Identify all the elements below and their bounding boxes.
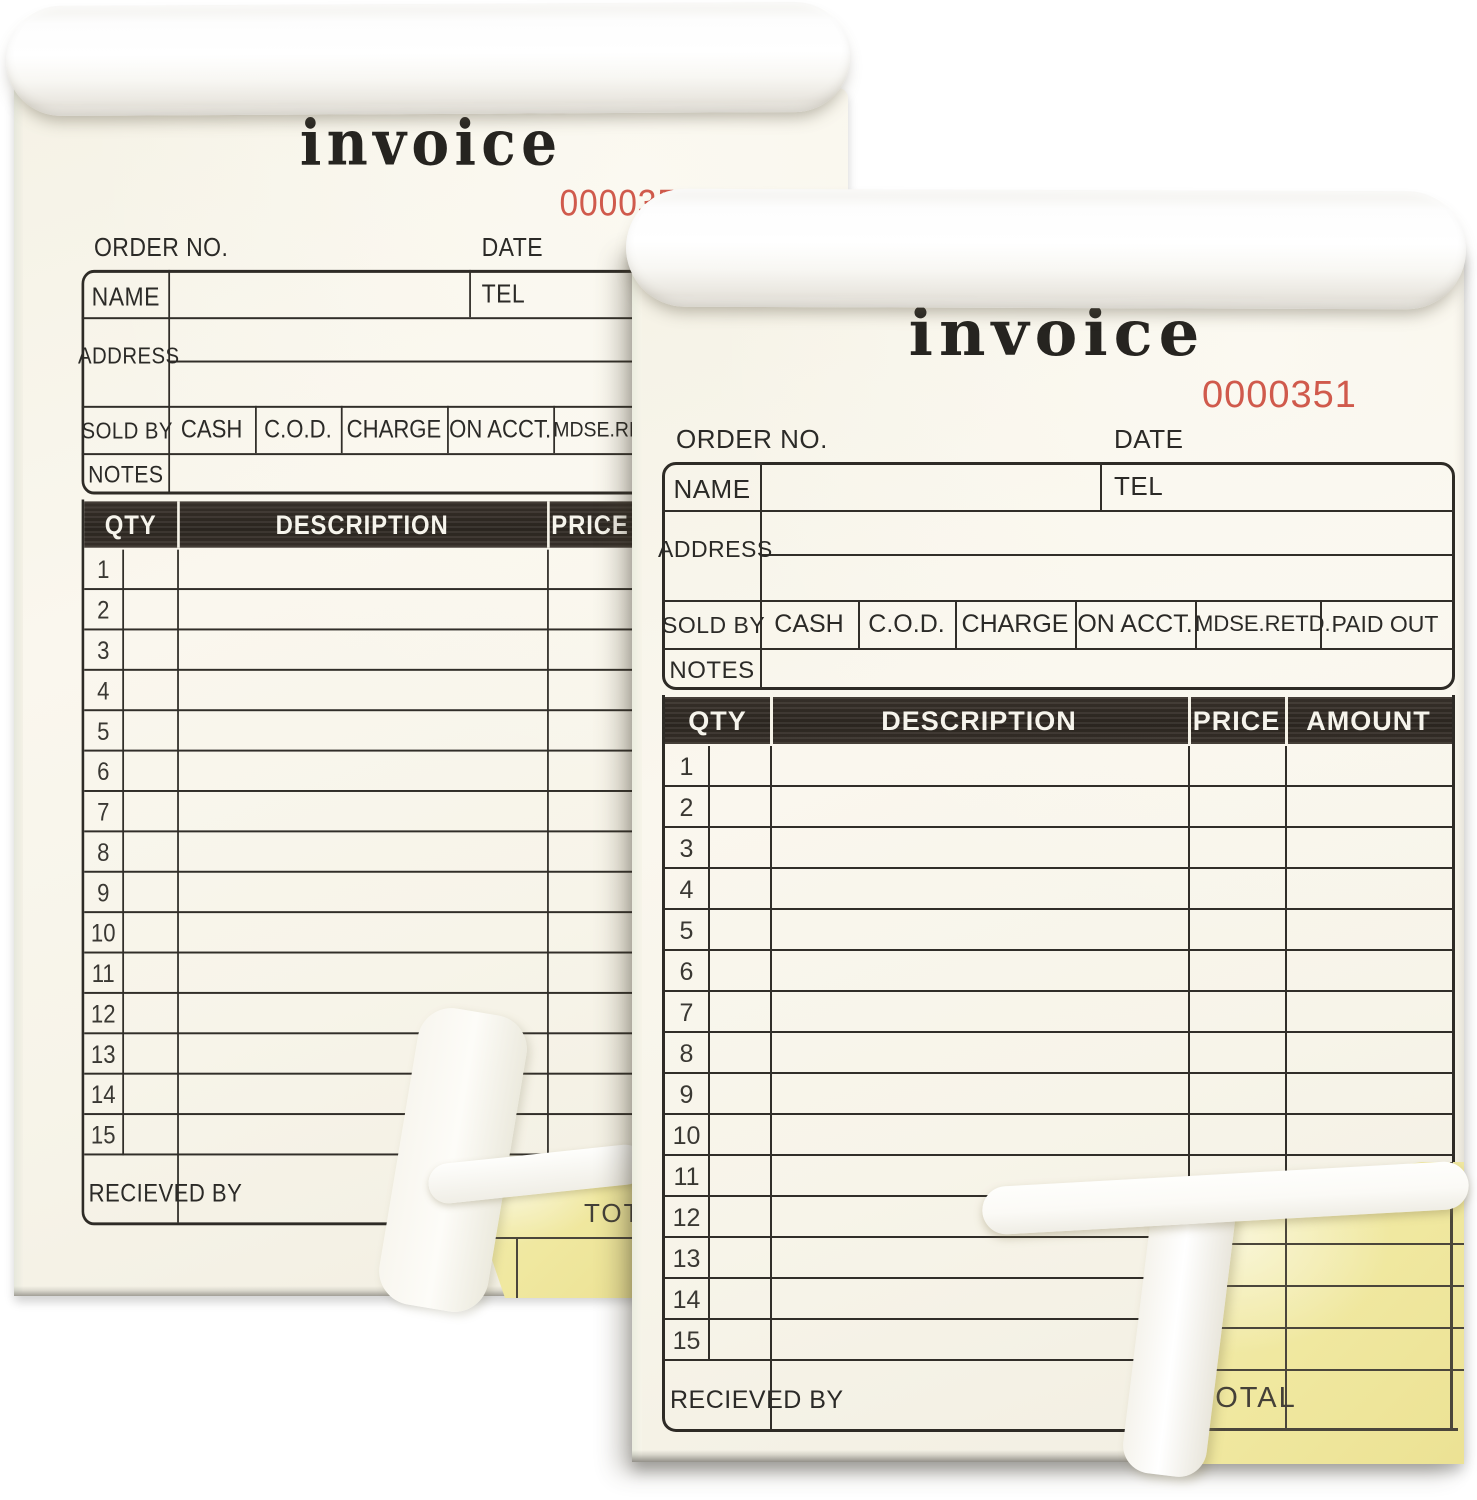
date-label: DATE xyxy=(481,232,544,263)
row-number: 9 xyxy=(97,879,110,908)
row-number: 6 xyxy=(679,958,694,986)
price-header: PRICE xyxy=(551,510,629,540)
order-no-label: ORDER NO. xyxy=(93,232,229,263)
row-number: 12 xyxy=(90,1000,116,1029)
table-row: 5 xyxy=(665,910,1452,951)
description-header: DESCRIPTION xyxy=(275,510,449,540)
payment-option-cod: C.O.D. xyxy=(264,415,332,444)
table-row: 8 xyxy=(665,1033,1452,1074)
payment-option-charge: CHARGE xyxy=(961,610,1069,638)
row-number: 11 xyxy=(673,1163,700,1191)
serial-number: 0000351 xyxy=(1202,374,1357,416)
row-number: 3 xyxy=(679,835,694,863)
row-number: 14 xyxy=(672,1286,701,1314)
line-items-table xyxy=(662,695,1455,1432)
table-row: 3 xyxy=(665,828,1452,869)
payment-option-cash: CASH xyxy=(180,415,243,444)
notes-label: NOTES xyxy=(88,461,164,489)
payment-option-cod: C.O.D. xyxy=(868,610,945,638)
table-row: 10 xyxy=(665,1115,1452,1156)
rolled-cover xyxy=(625,188,1467,310)
row-number: 2 xyxy=(97,596,110,625)
qty-header: QTY xyxy=(104,510,157,540)
invoice-pad-front: invoice 0000351 ORDER NO. DATE NAME TEL … xyxy=(625,188,1470,1481)
table-row: 2 xyxy=(665,787,1452,828)
row-number: 4 xyxy=(97,677,110,706)
row-number: 3 xyxy=(97,637,110,665)
tel-label: TEL xyxy=(481,278,526,309)
row-number: 4 xyxy=(679,876,694,904)
table-row: 6 xyxy=(665,951,1452,992)
table-row: 1 xyxy=(665,746,1452,787)
price-header: PRICE xyxy=(1192,706,1281,736)
table-row: 15 xyxy=(665,1320,1452,1361)
row-number: 6 xyxy=(97,758,110,787)
row-number: 14 xyxy=(90,1081,116,1110)
row-number: 2 xyxy=(679,794,694,822)
table-row: 9 xyxy=(84,873,781,914)
table-header-bar xyxy=(665,697,1452,744)
received-by-label: RECIEVED BY xyxy=(88,1180,243,1208)
payment-option-paid-out: PAID OUT xyxy=(1331,611,1439,637)
qty-header: QTY xyxy=(688,706,747,736)
table-row: 4 xyxy=(665,869,1452,910)
name-label: NAME xyxy=(91,281,160,312)
payment-option-charge: CHARGE xyxy=(346,415,442,444)
table-row: 13 xyxy=(665,1238,1452,1279)
payment-option-mdse-retd: MDSE.RETD. xyxy=(1195,611,1331,636)
customer-info-box xyxy=(662,462,1455,690)
row-number: 15 xyxy=(90,1121,116,1150)
table-row: 4 xyxy=(84,671,781,712)
table-row: 7 xyxy=(84,792,781,833)
table-row: 10 xyxy=(84,913,781,954)
row-number: 9 xyxy=(679,1081,694,1109)
amount-header: AMOUNT xyxy=(1306,706,1431,736)
table-row: 8 xyxy=(84,832,781,873)
table-row: 9 xyxy=(665,1074,1452,1115)
rolled-cover xyxy=(5,1,851,117)
tel-label: TEL xyxy=(1114,471,1164,501)
row-number: 15 xyxy=(672,1327,701,1355)
row-number: 13 xyxy=(672,1245,701,1273)
row-number: 13 xyxy=(90,1041,116,1069)
invoice-form: invoice 0000351 ORDER NO. DATE NAME TEL … xyxy=(632,190,1462,1450)
sold-by-label: SOLD BY xyxy=(81,417,173,444)
table-row: 2 xyxy=(84,590,781,631)
row-number: 11 xyxy=(91,960,115,988)
invoice-title: invoice xyxy=(299,106,563,181)
table-row: 5 xyxy=(84,711,781,752)
date-label: DATE xyxy=(1114,424,1184,454)
invoice-title: invoice xyxy=(908,296,1206,371)
row-number: 8 xyxy=(679,1040,694,1068)
notes-label: NOTES xyxy=(669,657,755,684)
table-row: 7 xyxy=(665,992,1452,1033)
table-row: 3 xyxy=(84,630,781,671)
payment-option-on-acct: ON ACCT. xyxy=(1077,610,1193,638)
table-row: 14 xyxy=(665,1279,1452,1320)
table-row: 12 xyxy=(665,1197,1452,1238)
row-number: 12 xyxy=(672,1204,701,1232)
row-number: 1 xyxy=(679,753,694,781)
table-row: 6 xyxy=(84,752,781,792)
received-by-label: RECIEVED BY xyxy=(670,1386,844,1414)
row-number: 8 xyxy=(97,839,110,867)
payment-option-cash: CASH xyxy=(774,610,844,638)
address-label: ADDRESS xyxy=(78,342,180,369)
row-number: 10 xyxy=(90,920,116,948)
row-number: 5 xyxy=(679,917,694,945)
row-number: 7 xyxy=(679,999,694,1027)
sold-by-label: SOLD BY xyxy=(662,612,766,638)
address-label: ADDRESS xyxy=(658,536,773,562)
table-row: 11 xyxy=(84,954,781,994)
row-number: 1 xyxy=(97,556,110,585)
table-row: 1 xyxy=(84,550,781,591)
row-number: 5 xyxy=(97,718,110,746)
row-number: 7 xyxy=(97,798,110,827)
order-no-label: ORDER NO. xyxy=(676,424,828,454)
payment-option-on-acct: ON ACCT. xyxy=(449,415,552,444)
row-number: 10 xyxy=(672,1122,701,1150)
description-header: DESCRIPTION xyxy=(881,706,1077,736)
name-label: NAME xyxy=(673,474,751,504)
